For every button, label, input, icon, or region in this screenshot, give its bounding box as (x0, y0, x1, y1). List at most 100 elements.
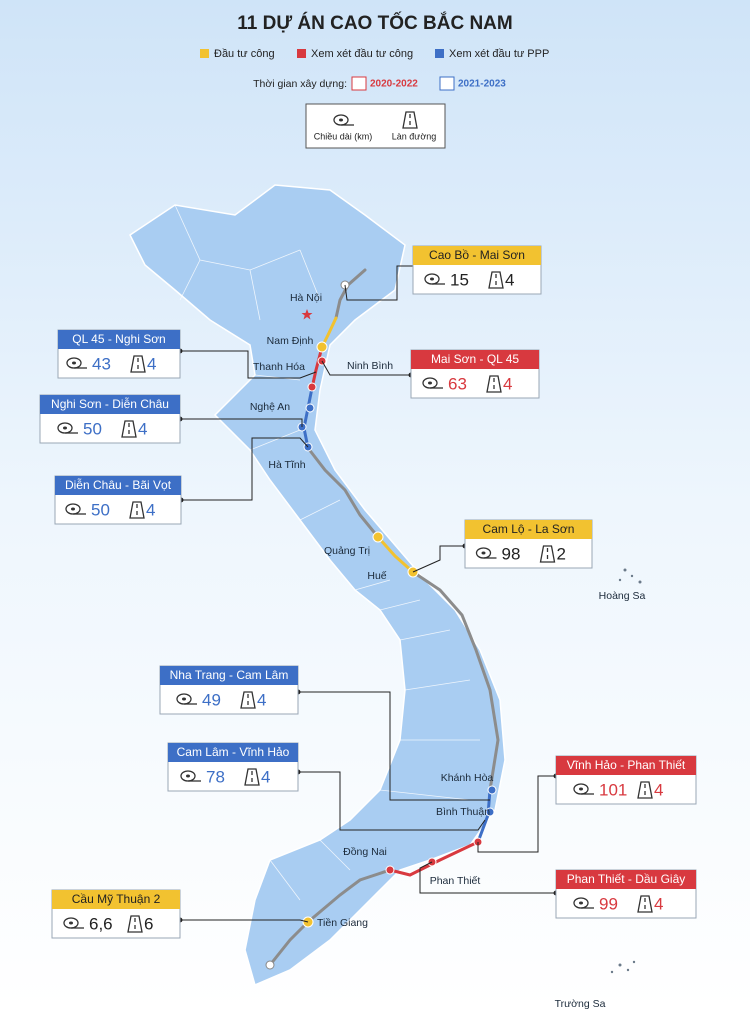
card-lanes: 4 (654, 894, 663, 913)
project-card: Nha Trang - Cam Lâm 49 4 (159, 665, 299, 715)
project-card: Vĩnh Hảo - Phan Thiết 101 4 (555, 755, 697, 805)
connector (180, 418, 303, 427)
key-lanes: Làn đường (392, 131, 436, 141)
tape-icon (481, 551, 486, 555)
card-lanes: 4 (261, 767, 270, 786)
card-lanes: 4 (505, 270, 514, 289)
lane-icon (121, 420, 137, 438)
lane-icon (488, 271, 504, 289)
card-lanes: 4 (654, 780, 663, 799)
card-lanes: 4 (147, 354, 156, 373)
card-length: 50 (91, 500, 110, 519)
route (268, 868, 392, 967)
card-lanes: 4 (503, 374, 512, 393)
route (388, 840, 480, 877)
project-card: Cam Lộ - La Sơn 98 2 (464, 519, 593, 569)
place-label: Thanh Hóa (253, 361, 305, 373)
place-label: Ninh Bình (347, 360, 393, 372)
card-header (556, 870, 696, 889)
card-title: Cầu Mỹ Thuận 2 (72, 892, 161, 906)
route (306, 446, 380, 539)
route-dot (316, 341, 328, 353)
card-title: Nghi Sơn - Diễn Châu (51, 396, 169, 411)
project-card: Cao Bồ - Mai Sơn 15 4 (412, 245, 542, 295)
route-dot (485, 807, 495, 817)
card-lanes: 6 (144, 914, 153, 933)
card-lanes: 4 (138, 419, 147, 438)
islands (610, 568, 642, 974)
lane-icon (129, 501, 145, 519)
card-header (55, 476, 181, 495)
lane-icon (240, 691, 256, 709)
card-title: QL 45 - Nghi Sơn (72, 332, 165, 346)
route-dot (487, 785, 497, 795)
card-length: 15 (450, 270, 469, 289)
card-header (168, 743, 298, 762)
connector (180, 919, 309, 923)
card-length: 101 (599, 780, 627, 799)
card-header (411, 350, 539, 369)
place-label: Trường Sa (555, 998, 606, 1010)
project-card: Diễn Châu - Bãi Vọt 50 4 (54, 475, 182, 525)
tape-icon (63, 426, 67, 430)
title: 11 DỰ ÁN CAO TỐC BẮC NAM (237, 12, 512, 34)
calendar-icon (439, 76, 455, 91)
capital-star (301, 309, 313, 320)
project-card: Cam Lâm - Vĩnh Hảo 78 4 (167, 742, 299, 792)
timeline-label: Thời gian xây dựng: (253, 78, 347, 90)
route (310, 345, 324, 390)
card-title: Vĩnh Hảo - Phan Thiết (567, 758, 686, 772)
card-length: 78 (206, 767, 225, 786)
tape-icon (579, 787, 583, 791)
project-card: Phan Thiết - Dầu Giây 99 4 (555, 869, 697, 919)
tape-icon (579, 901, 583, 905)
key-box (305, 103, 446, 149)
province-lines (174, 204, 480, 901)
card-title: Cam Lâm - Vĩnh Hảo (177, 745, 290, 759)
connector (477, 775, 556, 853)
card-title: Cam Lộ - La Sơn (483, 522, 575, 536)
card-header (556, 756, 696, 775)
route-dot (372, 531, 384, 543)
route-dot (385, 865, 395, 875)
place-label: Quảng Trị (324, 545, 370, 557)
connector (412, 545, 465, 573)
route-dot (305, 403, 315, 413)
key-length: Chiều dài (km) (314, 131, 373, 141)
legend-label: Đầu tư công (214, 48, 275, 60)
card-title: Diễn Châu - Bãi Vọt (65, 477, 172, 492)
route (376, 535, 415, 574)
connector (419, 861, 556, 894)
lane-icon (402, 111, 418, 129)
place-label: Khánh Hòa (441, 772, 494, 784)
tape-icon (69, 921, 73, 925)
place-label: Nam Định (267, 335, 314, 347)
legend-swatch (297, 49, 306, 58)
card-title: Cao Bồ - Mai Sơn (429, 248, 525, 262)
card-lanes: 4 (257, 690, 266, 709)
card-header (40, 395, 180, 414)
timeline-period: 2020-2022 (370, 79, 418, 90)
project-card: QL 45 - Nghi Sơn 43 4 (57, 329, 181, 379)
card-title: Nha Trang - Cam Lâm (170, 668, 289, 682)
place-label: Nghệ An (250, 401, 290, 413)
map-vietnam (129, 184, 506, 987)
place-label: Hà Tĩnh (268, 459, 305, 471)
route (302, 386, 314, 450)
lane-icon (637, 895, 653, 913)
legend-swatch (200, 49, 209, 58)
place-label: Tiền Giang (317, 917, 368, 929)
card-lanes: 2 (557, 544, 566, 563)
project-card: Cầu Mỹ Thuận 2 6,6 6 (51, 889, 181, 939)
connector (181, 437, 309, 501)
route (334, 268, 367, 320)
lane-icon (127, 915, 143, 933)
card-header (160, 666, 298, 685)
card-length: 63 (448, 374, 467, 393)
tape-icon (182, 697, 186, 701)
legend-label: Xem xét đầu tư PPP (449, 48, 549, 60)
place-label: Hà Nội (290, 292, 322, 304)
card-header (413, 246, 541, 265)
connector (180, 350, 317, 379)
